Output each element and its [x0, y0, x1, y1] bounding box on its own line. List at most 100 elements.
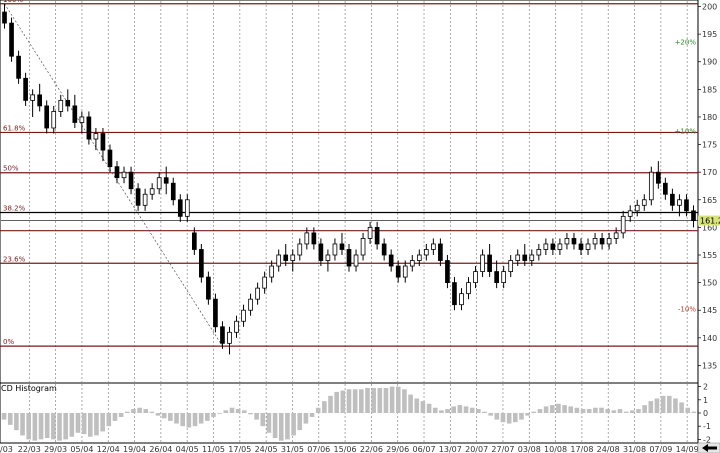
histogram-bar	[124, 411, 130, 413]
histogram-bar	[537, 409, 543, 413]
candle-body	[423, 249, 429, 256]
histogram-bar	[673, 398, 678, 413]
histogram-bar	[525, 413, 530, 416]
histogram-bar	[463, 406, 469, 413]
histogram-bar	[328, 395, 333, 413]
histogram-bar	[605, 409, 610, 413]
histogram-bar	[451, 406, 457, 413]
histogram-bars	[1, 386, 697, 441]
candle-body	[550, 243, 556, 250]
histogram-bar	[322, 401, 327, 413]
candle-body	[213, 298, 218, 328]
candle-body	[388, 254, 394, 267]
histogram-bar	[666, 395, 672, 413]
scroll-left-button[interactable]	[697, 442, 720, 453]
x-tick-label: 14/09	[676, 445, 699, 453]
y-tick-label: 190	[702, 58, 717, 67]
histogram-bar	[414, 398, 420, 413]
candle-body	[564, 238, 570, 245]
histogram-bar	[291, 413, 296, 436]
histogram-bar	[642, 405, 647, 413]
percentage-labels: +20% +10% -10%	[675, 38, 697, 313]
histogram-y-tick-label: 1	[703, 396, 708, 405]
histogram-bar	[512, 413, 518, 423]
histogram-bar	[476, 409, 481, 413]
candle-body	[438, 243, 443, 261]
histogram-bar	[488, 413, 493, 416]
candle-body	[656, 171, 661, 184]
histogram-bar	[383, 387, 389, 413]
histogram-bar	[131, 409, 136, 413]
histogram-bar	[260, 413, 266, 427]
x-tick-label: 22/03	[18, 445, 41, 453]
candle-body	[311, 232, 317, 245]
histogram-bar	[359, 389, 364, 413]
histogram-bar	[599, 407, 604, 413]
histogram-bar	[32, 413, 38, 441]
candle-body	[571, 238, 577, 245]
y-tick-label: 160	[702, 223, 717, 232]
candle-body	[142, 193, 148, 206]
histogram-bar	[408, 394, 413, 413]
histogram-bar	[654, 398, 660, 413]
candle-body	[557, 243, 563, 250]
candle-body	[241, 309, 246, 322]
histogram-bar	[315, 407, 321, 413]
y-tick-label: 170	[702, 168, 717, 177]
candle-body	[156, 177, 162, 190]
x-tick-label: 27/07	[491, 445, 514, 453]
x-tick-label: 04/05	[176, 445, 199, 453]
histogram-bar	[482, 411, 487, 413]
histogram-bar	[26, 413, 32, 440]
candle-body	[445, 260, 450, 284]
histogram-bar	[685, 407, 691, 413]
candle-body	[480, 254, 485, 272]
x-tick-label: 13/07	[439, 445, 462, 453]
histogram-bar	[137, 407, 142, 413]
histogram-bar	[660, 395, 666, 413]
candle-body	[670, 193, 675, 206]
candle-body	[135, 188, 141, 206]
histogram-bar	[469, 407, 475, 413]
x-tick-label: 07/09	[649, 445, 672, 453]
histogram-y-tick-label: 0	[703, 409, 708, 418]
fib-level-label: 23.6%	[3, 255, 26, 263]
histogram-bar	[100, 413, 105, 432]
candle-body	[325, 254, 331, 261]
candle-body	[648, 171, 654, 201]
candle-body	[501, 271, 507, 284]
candle-body	[9, 22, 14, 57]
fib-level-label: 50%	[3, 165, 19, 173]
candle-body	[30, 94, 35, 101]
candle-body	[452, 282, 457, 306]
histogram-bar	[155, 413, 161, 416]
candle-body	[199, 249, 204, 278]
candle-body	[227, 331, 232, 344]
x-tick-label: 26/04	[149, 445, 172, 453]
x-tick-label: 03/08	[518, 445, 541, 453]
histogram-bar	[192, 413, 198, 427]
candle-body	[248, 298, 253, 311]
histogram-bar	[57, 413, 62, 441]
candle-body	[353, 254, 359, 267]
histogram-bar	[334, 391, 339, 413]
y-tick-label: 200	[702, 3, 717, 12]
x-tick-label: 11/05	[202, 445, 225, 453]
histogram-bar	[636, 409, 641, 413]
candle-body	[149, 188, 155, 195]
histogram-bar	[562, 405, 567, 413]
fib-level-label: 38.2%	[3, 204, 26, 212]
candle-body	[79, 116, 85, 123]
candle-body	[529, 254, 535, 261]
x-tick-label: 22/06	[360, 445, 383, 453]
histogram-bar	[531, 411, 537, 413]
candle-body	[536, 249, 542, 256]
candle-body	[114, 166, 120, 179]
histogram-bar	[51, 413, 56, 440]
candle-body	[543, 243, 549, 250]
candle-body	[206, 276, 211, 300]
histogram-bar	[7, 413, 13, 425]
candle-body	[487, 254, 492, 272]
candle-body	[128, 171, 134, 190]
candle-body	[318, 243, 324, 261]
